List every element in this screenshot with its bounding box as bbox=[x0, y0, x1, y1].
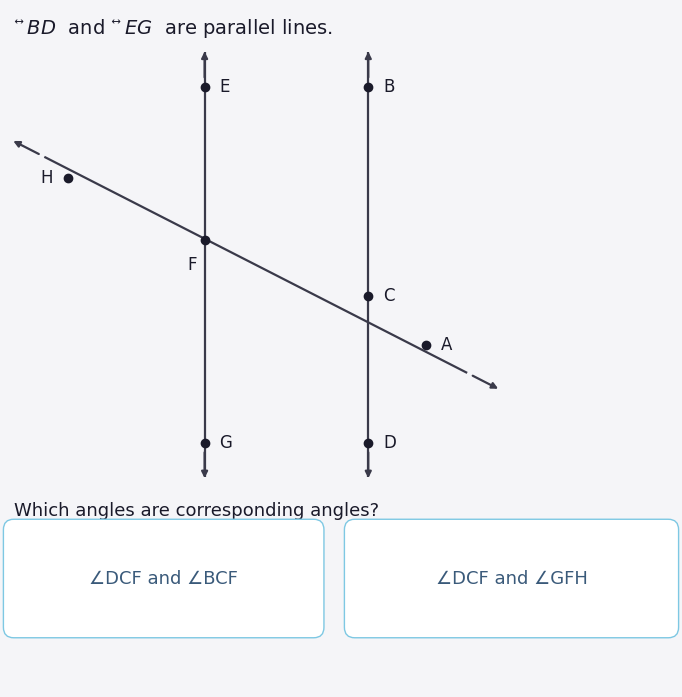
FancyBboxPatch shape bbox=[3, 519, 324, 638]
Text: ∠DCF and ∠BCF: ∠DCF and ∠BCF bbox=[89, 569, 238, 588]
Text: ∠DCF and ∠GFH: ∠DCF and ∠GFH bbox=[436, 569, 587, 588]
Text: F: F bbox=[188, 256, 197, 274]
Text: B: B bbox=[383, 78, 395, 96]
Text: H: H bbox=[41, 169, 53, 187]
Text: $\overleftrightarrow{BD}$  and  $\overleftrightarrow{EG}$  are parallel lines.: $\overleftrightarrow{BD}$ and $\overleft… bbox=[14, 17, 332, 40]
Text: A: A bbox=[441, 336, 453, 354]
Text: C: C bbox=[383, 287, 395, 305]
Text: D: D bbox=[383, 434, 396, 452]
FancyBboxPatch shape bbox=[344, 519, 679, 638]
Text: E: E bbox=[220, 78, 230, 96]
Text: G: G bbox=[220, 434, 233, 452]
Text: Which angles are corresponding angles?: Which angles are corresponding angles? bbox=[14, 502, 379, 520]
